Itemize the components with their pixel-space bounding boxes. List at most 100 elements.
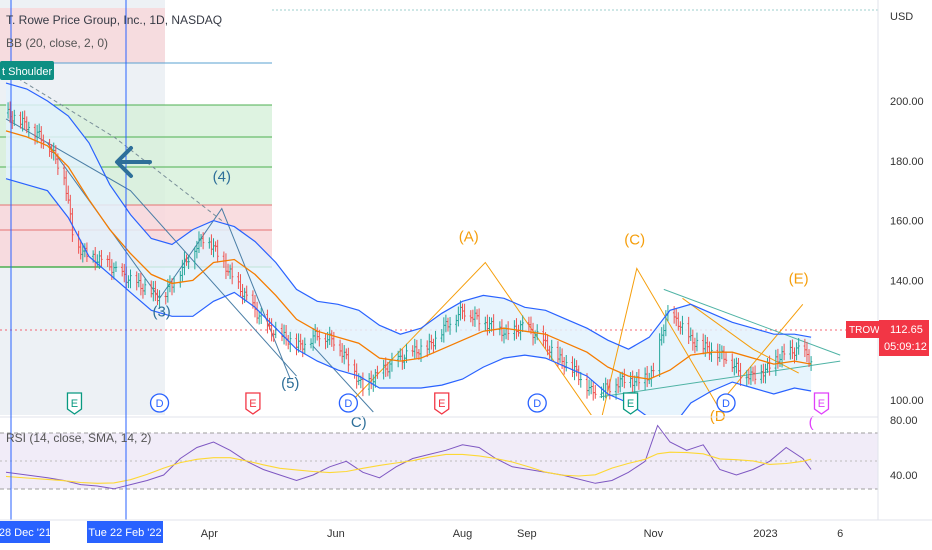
price-bar bbox=[739, 362, 742, 386]
rsi-indicator-label[interactable]: RSI (14, close, SMA, 14, 2) bbox=[6, 431, 151, 445]
dividend-marker[interactable]: D bbox=[716, 393, 736, 413]
price-bar bbox=[13, 109, 16, 126]
event-badge-icon bbox=[716, 393, 736, 413]
time-tick-label: Sep bbox=[517, 528, 537, 540]
last-price-value: 112.65 bbox=[890, 324, 923, 336]
bollinger-band-fill bbox=[6, 83, 812, 415]
currency-label: USD bbox=[890, 11, 913, 23]
time-highlight-badge bbox=[0, 521, 50, 543]
event-letter: D bbox=[722, 398, 730, 410]
rsi-tick-label: 40.00 bbox=[890, 470, 918, 482]
time-highlight-label: Tue 22 Feb '22 bbox=[88, 527, 161, 539]
dividend-marker[interactable]: D bbox=[338, 393, 359, 413]
earnings-marker[interactable]: E bbox=[434, 392, 450, 415]
price-bar bbox=[216, 239, 219, 263]
price-bars bbox=[6, 101, 813, 401]
price-bar bbox=[332, 331, 336, 351]
event-badge-icon bbox=[245, 392, 261, 415]
time-tick-label: Nov bbox=[644, 528, 664, 540]
event-letter: E bbox=[818, 398, 825, 410]
symbol-title: T. Rowe Price Group, Inc., 1D, NASDAQ bbox=[6, 13, 222, 27]
price-bar bbox=[681, 315, 684, 335]
earnings-marker[interactable]: E bbox=[622, 392, 639, 415]
bb-basis-line bbox=[5, 130, 812, 380]
wave-label: ( bbox=[809, 414, 814, 431]
pattern-badge bbox=[0, 61, 54, 80]
price-bar bbox=[594, 385, 597, 399]
price-bar bbox=[434, 330, 437, 350]
price-bar bbox=[347, 347, 350, 372]
time-tick-label: Jun bbox=[327, 528, 345, 540]
price-bar bbox=[187, 255, 190, 270]
price-bar bbox=[768, 355, 771, 376]
event-badge-icon bbox=[66, 392, 83, 415]
fib-zone-top bbox=[0, 8, 165, 63]
event-badge-icon bbox=[622, 392, 639, 415]
price-bar bbox=[129, 269, 132, 289]
price-bar bbox=[376, 365, 379, 379]
price-tick-label: 140.00 bbox=[890, 275, 924, 287]
indicator-lines bbox=[5, 82, 812, 415]
event-letter: D bbox=[533, 398, 541, 410]
price-bar bbox=[361, 372, 365, 397]
price-bar bbox=[623, 368, 626, 389]
price-bar bbox=[42, 134, 45, 149]
wave-e-line bbox=[682, 297, 799, 374]
wave-label: (C) bbox=[624, 232, 645, 249]
price-bar bbox=[114, 261, 118, 273]
bb-upper-line bbox=[5, 82, 812, 350]
price-tick-label: 200.00 bbox=[890, 96, 924, 108]
earnings-marker[interactable]: E bbox=[813, 392, 830, 415]
price-bar bbox=[257, 311, 261, 325]
price-bar bbox=[652, 362, 655, 378]
price-bar bbox=[797, 338, 800, 355]
time-tick-label: 2023 bbox=[753, 528, 777, 540]
wave-label: (A) bbox=[459, 229, 479, 246]
bar-countdown: 05:09:12 bbox=[884, 341, 927, 353]
price-tick-label: 160.00 bbox=[890, 216, 924, 228]
price-bar bbox=[318, 329, 321, 347]
event-letter: D bbox=[156, 398, 164, 410]
price-bar bbox=[143, 278, 147, 296]
dividend-marker[interactable]: D bbox=[149, 393, 170, 413]
wave-label: (4) bbox=[213, 169, 231, 186]
price-bar bbox=[158, 290, 161, 309]
event-letter: E bbox=[249, 398, 256, 410]
wave-label: (E) bbox=[789, 270, 809, 287]
price-bar bbox=[536, 324, 539, 341]
wave-labels: (3) (4) (5) C) (A) (C) (D (E) ( bbox=[152, 169, 813, 431]
event-badge-icon bbox=[813, 392, 830, 415]
price-bar bbox=[782, 343, 786, 361]
trend-line bbox=[5, 118, 297, 377]
earnings-marker[interactable]: E bbox=[245, 392, 261, 415]
price-bar bbox=[695, 332, 699, 352]
bb-indicator-label[interactable]: BB (20, close, 2, 0) bbox=[6, 36, 108, 50]
price-bar bbox=[289, 331, 292, 353]
price-bar bbox=[245, 285, 248, 301]
event-letter: D bbox=[344, 398, 352, 410]
wave-label: (5) bbox=[281, 375, 299, 392]
time-ticks: Apr Jun Aug Sep Nov 2023 6 28 Dec '21 Tue 22 Feb… bbox=[0, 521, 843, 543]
event-letter: E bbox=[438, 398, 445, 410]
price-bar bbox=[100, 249, 103, 268]
trend-line-dashed bbox=[5, 70, 223, 221]
price-bar bbox=[589, 380, 593, 395]
price-tick-label: 180.00 bbox=[890, 156, 924, 168]
event-badge-icon bbox=[527, 393, 547, 413]
dividend-marker[interactable]: D bbox=[527, 393, 547, 413]
rsi-sma-line bbox=[5, 451, 812, 484]
event-letter: E bbox=[627, 398, 634, 410]
price-bar bbox=[587, 379, 591, 396]
price-bar bbox=[753, 365, 757, 385]
price-axis[interactable]: USD bbox=[877, 0, 932, 520]
time-highlight-badge bbox=[87, 521, 163, 543]
triangle-upper-line bbox=[663, 288, 841, 356]
price-bar bbox=[477, 308, 481, 332]
event-letter: E bbox=[71, 398, 78, 410]
earnings-marker[interactable]: E bbox=[66, 392, 83, 415]
triangle-lower-line bbox=[599, 360, 841, 398]
price-bar bbox=[724, 351, 728, 364]
price-bar bbox=[608, 379, 612, 400]
